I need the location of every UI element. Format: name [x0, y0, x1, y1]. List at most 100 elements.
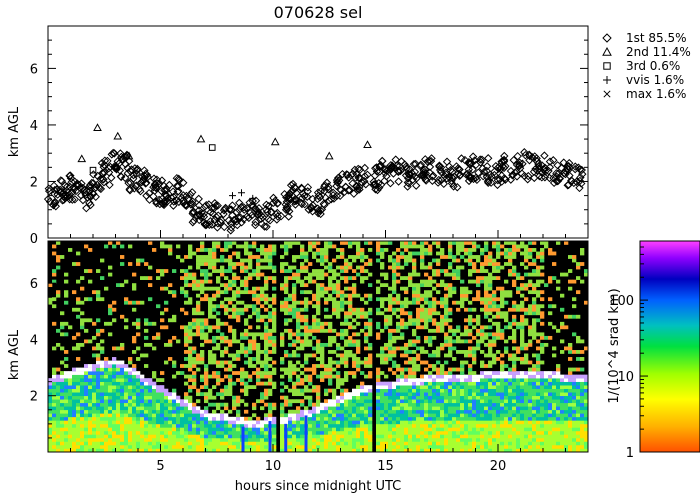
heatmap-cell [232, 332, 237, 337]
heatmap-cell [152, 381, 157, 386]
heatmap-cell [56, 423, 61, 428]
heatmap-cell [404, 378, 409, 382]
heatmap-cell [260, 332, 265, 337]
heatmap-cell [424, 325, 429, 330]
heatmap-cell [312, 364, 317, 368]
heatmap-cell [72, 413, 77, 418]
heatmap-cell [124, 395, 129, 400]
heatmap-cell [136, 434, 141, 439]
heatmap-cell [316, 392, 321, 397]
heatmap-cell [428, 300, 433, 305]
heatmap-cell [168, 248, 173, 252]
heatmap-cell [188, 441, 193, 446]
heatmap-cell [328, 430, 333, 435]
heatmap-cell [480, 416, 485, 421]
heatmap-cell [296, 272, 301, 277]
heatmap-cell [500, 374, 505, 379]
heatmap-cell [396, 378, 401, 382]
heatmap-cell [172, 402, 177, 407]
heatmap-cell [436, 272, 441, 277]
heatmap-cell [88, 388, 93, 393]
heatmap-cell [436, 385, 441, 389]
heatmap-cell [72, 430, 77, 435]
heatmap-cell [508, 441, 513, 446]
heatmap-cell [360, 248, 365, 252]
heatmap-cell [60, 434, 65, 439]
heatmap-cell [456, 307, 461, 312]
heatmap-cell [124, 325, 129, 330]
heatmap-cell [180, 444, 185, 449]
heatmap-cell [324, 374, 329, 379]
heatmap-cell [332, 283, 337, 288]
data-point-first [324, 185, 333, 194]
heatmap-cell [460, 378, 465, 382]
heatmap-cell [444, 314, 449, 319]
legend-label: max 1.6% [626, 87, 686, 101]
heatmap-cell [332, 444, 337, 449]
heatmap-cell [396, 248, 401, 252]
heatmap-cell [348, 304, 353, 309]
heatmap-cell [324, 402, 329, 407]
heatmap-cell [148, 441, 153, 446]
heatmap-cell [232, 399, 237, 404]
heatmap-cell [260, 437, 265, 442]
heatmap-cell [88, 269, 93, 273]
heatmap-cell [380, 437, 385, 442]
heatmap-cell [472, 325, 477, 330]
heatmap-cell [404, 409, 409, 414]
heatmap-cell [400, 241, 405, 245]
heatmap-cell [200, 416, 205, 421]
heatmap-cell [428, 339, 433, 344]
heatmap-cell [68, 444, 73, 449]
heatmap-cell [392, 381, 397, 386]
heatmap-cell [428, 283, 433, 288]
heatmap-cell [96, 430, 101, 435]
heatmap-cell [376, 437, 381, 442]
heatmap-cell [496, 378, 501, 382]
heatmap-cell [368, 392, 373, 397]
data-point-first [162, 184, 171, 193]
heatmap-cell [172, 374, 177, 379]
heatmap-cell [88, 371, 93, 375]
heatmap-cell [352, 388, 357, 393]
heatmap-cell [168, 402, 173, 407]
heatmap-cell [332, 413, 337, 418]
heatmap-cell [220, 413, 225, 418]
heatmap-cell [232, 307, 237, 312]
heatmap-cell [168, 430, 173, 435]
heatmap-cell [212, 374, 217, 379]
heatmap-cell [484, 374, 489, 379]
heatmap-cell [484, 314, 489, 319]
heatmap-cell [412, 441, 417, 446]
data-point-first [273, 199, 282, 208]
heatmap-cell [448, 402, 453, 407]
heatmap-cell [504, 279, 509, 284]
heatmap-cell [432, 311, 437, 316]
heatmap-cell [128, 244, 133, 249]
heatmap-cell [336, 399, 341, 404]
heatmap-cell [188, 297, 193, 302]
heatmap-cell [440, 328, 445, 333]
heatmap-cell [96, 353, 101, 358]
heatmap-cell [448, 378, 453, 382]
heatmap-cell [392, 265, 397, 270]
heatmap-cell [132, 321, 137, 326]
heatmap-cell [220, 258, 225, 263]
heatmap-cell [356, 350, 361, 354]
heatmap-cell [404, 276, 409, 280]
heatmap-cell [388, 357, 393, 361]
data-point-first [86, 191, 95, 201]
heatmap-cell [404, 374, 409, 379]
heatmap-cell [328, 364, 333, 368]
heatmap-cell [492, 360, 497, 365]
heatmap-cell [500, 406, 505, 411]
heatmap-cell [184, 279, 189, 284]
heatmap-cell [292, 332, 297, 337]
heatmap-cell [368, 399, 373, 404]
heatmap-cell [320, 420, 325, 425]
heatmap-cell [204, 325, 209, 330]
heatmap-cell [444, 392, 449, 397]
heatmap-cell [52, 321, 57, 326]
heatmap-cell [264, 437, 269, 442]
heatmap-cell [292, 427, 297, 432]
